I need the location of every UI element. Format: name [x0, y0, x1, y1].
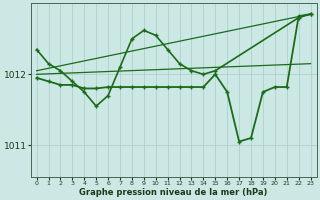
X-axis label: Graphe pression niveau de la mer (hPa): Graphe pression niveau de la mer (hPa): [79, 188, 268, 197]
